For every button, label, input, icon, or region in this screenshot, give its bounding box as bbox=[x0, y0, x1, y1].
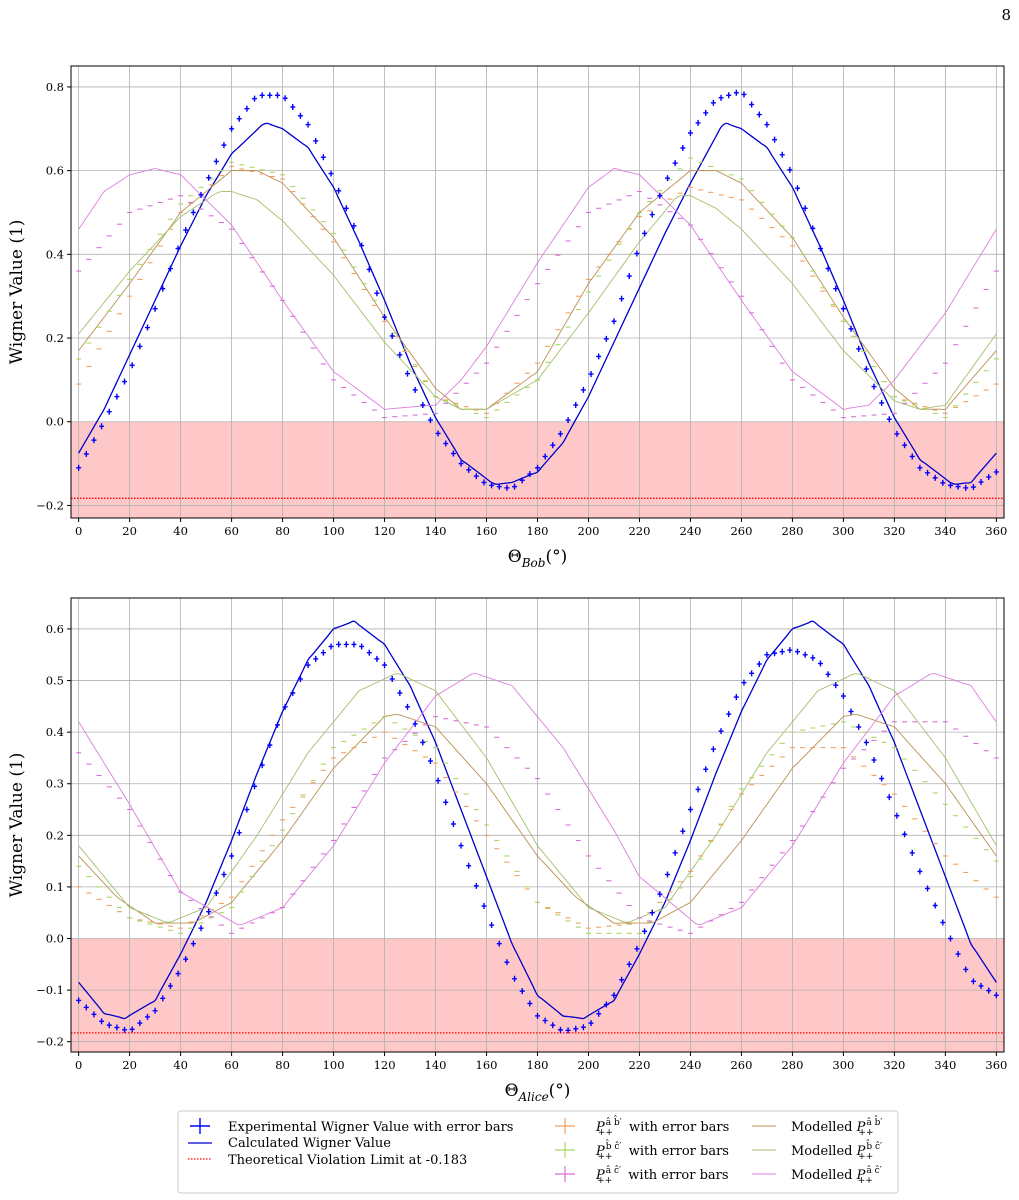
y-tick-label: 0.8 bbox=[46, 80, 64, 94]
x-tick-label: 340 bbox=[934, 524, 956, 538]
x-tick-label: 80 bbox=[275, 524, 290, 538]
y-tick-label: −0.1 bbox=[36, 983, 64, 997]
x-tick-label: 140 bbox=[425, 524, 447, 538]
x-tick-label: 260 bbox=[730, 1058, 752, 1072]
x-tick-label: 60 bbox=[224, 524, 239, 538]
y-tick-label: 0.2 bbox=[46, 828, 64, 842]
x-tick-label: 200 bbox=[578, 524, 600, 538]
x-tick-label: 60 bbox=[224, 1058, 239, 1072]
legend-label-model_bc: Modelled Pb̂ ĉ′ ++ bbox=[791, 1139, 882, 1162]
legend-box bbox=[177, 1110, 899, 1194]
x-tick-label: 220 bbox=[628, 524, 650, 538]
y-axis-title: Wigner Value (1) bbox=[7, 220, 27, 365]
series-model_ac-line bbox=[78, 168, 997, 410]
x-tick-label: 320 bbox=[883, 524, 905, 538]
x-tick-label: 200 bbox=[578, 1058, 600, 1072]
chart-alice: 0 20 40 60 80 100 120 140 160 180 200 220 240 260 280 3… bbox=[7, 597, 1007, 1104]
x-tick-label: 340 bbox=[934, 1058, 956, 1072]
x-tick-label: 280 bbox=[781, 1058, 803, 1072]
x-tick-label: 260 bbox=[730, 524, 752, 538]
x-tick-label: 160 bbox=[476, 1058, 498, 1072]
x-tick-label: 180 bbox=[527, 1058, 549, 1072]
legend-label-limit: Theoretical Violation Limit at -0.183 bbox=[228, 1153, 467, 1168]
series-model_ab-line bbox=[78, 169, 997, 411]
y-tick-label: −0.2 bbox=[36, 498, 64, 512]
x-tick-label: 320 bbox=[883, 1058, 905, 1072]
x-tick-label: 20 bbox=[122, 524, 137, 538]
y-tick-label: 0.2 bbox=[46, 331, 64, 345]
y-tick-label: −0.2 bbox=[36, 1035, 64, 1049]
legend-label-experimental: Experimental Wigner Value with error bar… bbox=[228, 1120, 513, 1135]
series-model_bc-line bbox=[78, 673, 997, 923]
x-tick-label: 240 bbox=[679, 524, 701, 538]
chart-bob: 0 20 40 60 80 100 120 140 160 180 200 220 240 260 280 3… bbox=[7, 65, 1007, 570]
x-tick-label: 0 bbox=[75, 1058, 82, 1072]
x-tick-label: 120 bbox=[374, 524, 396, 538]
y-tick-label: 0.6 bbox=[46, 164, 64, 178]
y-tick-label: 0.4 bbox=[46, 247, 64, 261]
y-tick-label: 0.0 bbox=[46, 415, 64, 429]
page-number: 8 bbox=[1001, 6, 1011, 24]
x-tick-label: 140 bbox=[425, 1058, 447, 1072]
x-tick-label: 360 bbox=[985, 1058, 1007, 1072]
x-tick-label: 0 bbox=[75, 524, 82, 538]
x-tick-label: 300 bbox=[832, 1058, 854, 1072]
legend-label-ac: Pâ ĉ′ ++ with error bars bbox=[595, 1165, 729, 1186]
legend-label-calculated: Calculated Wigner Value bbox=[228, 1136, 391, 1151]
legend-label-model_ac: Modelled Pâ ĉ′ ++ bbox=[791, 1165, 882, 1186]
x-tick-label: 160 bbox=[476, 524, 498, 538]
legend-label-model_ab: Modelled Pâ b̂′ ++ bbox=[791, 1115, 882, 1138]
series-model_ac-line bbox=[78, 673, 997, 926]
y-tick-label: 0.6 bbox=[46, 622, 64, 636]
x-tick-label: 180 bbox=[527, 524, 549, 538]
y-axis-title: Wigner Value (1) bbox=[7, 753, 27, 898]
legend: Experimental Wigner Value with error bar… bbox=[177, 1110, 899, 1194]
y-tick-label: 0.5 bbox=[46, 674, 64, 688]
x-tick-label: 120 bbox=[374, 1058, 396, 1072]
y-tick-label: 0.1 bbox=[46, 880, 64, 894]
x-tick-label: 280 bbox=[781, 524, 803, 538]
legend-label-ab: Pâ b̂′ ++ with error bars bbox=[595, 1115, 729, 1138]
x-tick-label: 40 bbox=[173, 524, 188, 538]
legend-label-bc: Pb̂ ĉ′ ++ with error bars bbox=[595, 1139, 729, 1162]
y-tick-label: 0.0 bbox=[46, 932, 64, 946]
x-tick-label: 100 bbox=[323, 524, 345, 538]
x-tick-label: 360 bbox=[985, 524, 1007, 538]
series-model_ab-line bbox=[78, 714, 997, 924]
x-tick-label: 300 bbox=[832, 524, 854, 538]
y-tick-label: 0.3 bbox=[46, 777, 64, 791]
x-tick-label: 40 bbox=[173, 1058, 188, 1072]
y-tick-label: 0.4 bbox=[46, 725, 64, 739]
x-tick-label: 100 bbox=[323, 1058, 345, 1072]
series-calculated-line bbox=[78, 122, 997, 485]
x-tick-label: 240 bbox=[679, 1058, 701, 1072]
x-tick-label: 220 bbox=[628, 1058, 650, 1072]
x-tick-label: 80 bbox=[275, 1058, 290, 1072]
x-tick-label: 20 bbox=[122, 1058, 137, 1072]
x-axis-title: ΘBob(°) bbox=[508, 547, 567, 570]
x-axis-title: ΘAlice(°) bbox=[505, 1081, 571, 1104]
series-calculated-line bbox=[78, 620, 997, 1020]
